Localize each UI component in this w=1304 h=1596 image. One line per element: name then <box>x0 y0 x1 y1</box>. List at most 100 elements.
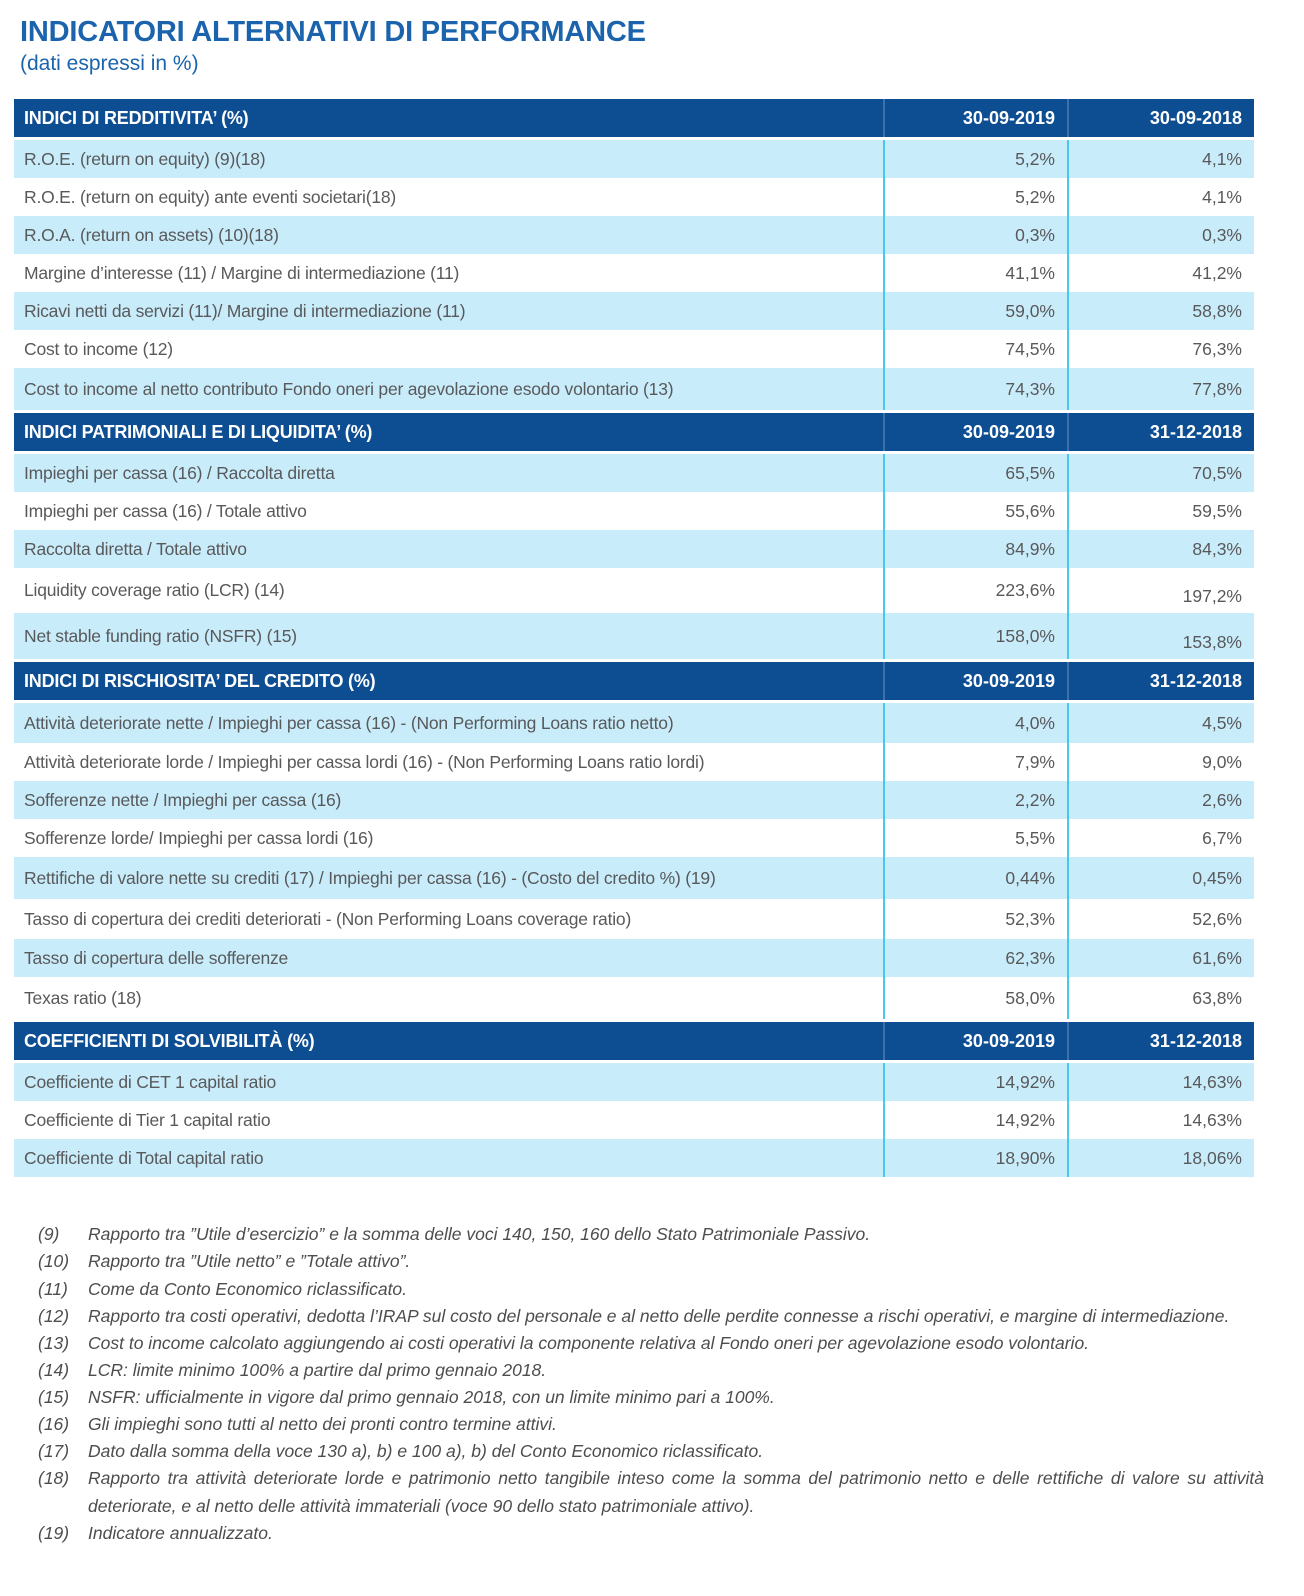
row-value-col1: 59,0% <box>883 292 1067 331</box>
row-label: Attività deteriorate nette / Impieghi pe… <box>24 712 674 733</box>
row-label: Cost to income (12) <box>24 338 173 359</box>
section-rows-patrimoniali-liquidita: Impieghi per cassa (16) / Raccolta diret… <box>14 454 1254 660</box>
footnote-number: (17) <box>38 1441 70 1462</box>
footnote: (19) Indicatore annualizzato. <box>38 1520 1264 1547</box>
row-label: Margine d’interesse (11) / Margine di in… <box>24 262 460 283</box>
row-label: Net stable funding ratio (NSFR) (15) <box>24 625 297 646</box>
row-value-col1: 41,1% <box>883 254 1067 293</box>
row-label: Liquidity coverage ratio (LCR) (14) <box>24 580 285 601</box>
footnote-number: (11) <box>38 1278 68 1299</box>
table-row: Rettifiche di valore nette su crediti (1… <box>14 857 1254 900</box>
footnote-text: Rapporto tra costi operativi, dedotta l’… <box>88 1305 1230 1326</box>
row-label: Sofferenze lorde/ Impieghi per cassa lor… <box>24 827 374 848</box>
row-value-col2: 0,45% <box>1067 857 1254 900</box>
row-value-col1: 5,2% <box>883 140 1067 179</box>
row-value-col1: 14,92% <box>883 1063 1067 1102</box>
column-header-date-1: 30-09-2019 <box>883 413 1067 452</box>
row-value-col2: 197,2% <box>1067 568 1254 614</box>
section-title: INDICI DI REDDITIVITA’ (%) <box>24 107 249 128</box>
footnote-text: Cost to income calcolato aggiungendo ai … <box>88 1332 1090 1353</box>
footnote-number: (19) <box>38 1522 70 1543</box>
row-value-col1: 84,9% <box>883 530 1067 569</box>
column-header-date-2: 31-12-2018 <box>1067 413 1254 452</box>
row-value-col2: 59,5% <box>1067 492 1254 531</box>
row-value-col1: 74,5% <box>883 330 1067 369</box>
footnote-number: (16) <box>38 1414 70 1435</box>
table-row: Coefficiente di Tier 1 capital ratio 14,9… <box>14 1101 1254 1140</box>
footnote: (13) Cost to income calcolato aggiungendo… <box>38 1330 1264 1357</box>
table-row: Cost to income al netto contributo Fondo… <box>14 368 1254 411</box>
row-value-col2: 4,5% <box>1067 703 1254 744</box>
row-label: Texas ratio (18) <box>24 987 142 1008</box>
row-label: Tasso di copertura dei crediti deteriora… <box>24 908 632 929</box>
row-label: Coefficiente di Total capital ratio <box>24 1147 264 1168</box>
row-value-col2: 4,1% <box>1067 178 1254 217</box>
footnote-text: Dato dalla somma della voce 130 a), b) e… <box>88 1441 764 1462</box>
footnote-text: Rapporto tra ”Utile netto” e ”Totale att… <box>88 1251 411 1272</box>
footnote-number: (12) <box>38 1305 70 1326</box>
table-row: Liquidity coverage ratio (LCR) (14) 223,6… <box>14 568 1254 614</box>
row-label: Sofferenze nette / Impieghi per cassa (1… <box>24 789 342 810</box>
footnote-text: Gli impieghi sono tutti al netto dei pro… <box>88 1414 557 1435</box>
footnote-number: (13) <box>38 1332 70 1353</box>
section-header-patrimoniali-liquidita: INDICI PATRIMONIALI E DI LIQUIDITA’ (%) … <box>14 413 1254 452</box>
table-row: Texas ratio (18) 58,0% 63,8% <box>14 977 1254 1020</box>
footnote: (16) Gli impieghi sono tutti al netto dei… <box>38 1411 1264 1438</box>
section-header-coefficienti-solvibilita: COEFFICIENTI DI SOLVIBILITÀ (%) 30-09-20… <box>14 1022 1254 1061</box>
row-value-col2: 52,6% <box>1067 899 1254 940</box>
footnote: (10) Rapporto tra ”Utile netto” e ”Totale… <box>38 1248 1264 1275</box>
table-row: Ricavi netti da servizi (11)/ Margine di… <box>14 292 1254 331</box>
footnote: (12) Rapporto tra costi operativi, dedott… <box>38 1303 1264 1330</box>
section-header-rischiosita-credito: INDICI DI RISCHIOSITA’ DEL CREDITO (%) 3… <box>14 662 1254 701</box>
document-header: INDICATORI ALTERNATIVI DI PERFORMANCE (d… <box>20 16 1304 76</box>
section-title: INDICI DI RISCHIOSITA’ DEL CREDITO (%) <box>24 670 376 691</box>
row-label: R.O.E. (return on equity) (9)(18) <box>24 148 266 169</box>
footnote-number: (15) <box>38 1387 70 1408</box>
row-value-col2: 9,0% <box>1067 743 1254 782</box>
row-label: Attività deteriorate lorde / Impieghi pe… <box>24 751 705 772</box>
table-row: R.O.E. (return on equity) (9)(18) 5,2% 4,1… <box>14 140 1254 179</box>
column-header-date-1: 30-09-2019 <box>883 662 1067 701</box>
table-row: Raccolta diretta / Totale attivo 84,9% 84,… <box>14 530 1254 569</box>
row-label: R.O.A. (return on assets) (10)(18) <box>24 224 279 245</box>
section-title: INDICI PATRIMONIALI E DI LIQUIDITA’ (%) <box>24 421 373 442</box>
table-row: Tasso di copertura delle sofferenze 62,3%… <box>14 939 1254 978</box>
row-value-col2: 84,3% <box>1067 530 1254 569</box>
section-header-redditivita: INDICI DI REDDITIVITA’ (%) 30-09-2019 30… <box>14 99 1254 138</box>
row-label: Ricavi netti da servizi (11)/ Margine di… <box>24 300 466 321</box>
table-row: Impieghi per cassa (16) / Raccolta diret… <box>14 454 1254 493</box>
row-label: R.O.E. (return on equity) ante eventi so… <box>24 186 397 207</box>
table-row: Sofferenze nette / Impieghi per cassa (1… <box>14 781 1254 820</box>
table-row: Cost to income (12) 74,5% 76,3% <box>14 330 1254 369</box>
footnote-text: LCR: limite minimo 100% a partire dal pr… <box>88 1359 547 1380</box>
row-label: Raccolta diretta / Totale attivo <box>24 538 247 559</box>
page-title: INDICATORI ALTERNATIVI DI PERFORMANCE <box>20 16 646 48</box>
row-value-col2: 63,8% <box>1067 977 1254 1020</box>
table-row: R.O.E. (return on equity) ante eventi so… <box>14 178 1254 217</box>
row-value-col1: 62,3% <box>883 939 1067 978</box>
footnote: (15) NSFR: ufficialmente in vigore dal pr… <box>38 1384 1264 1411</box>
table-row: Attività deteriorate lorde / Impieghi pe… <box>14 743 1254 782</box>
row-value-col2: 153,8% <box>1067 613 1254 660</box>
column-header-date-2: 31-12-2018 <box>1067 662 1254 701</box>
table-row: Net stable funding ratio (NSFR) (15) 158,… <box>14 613 1254 660</box>
row-value-col1: 14,92% <box>883 1101 1067 1140</box>
footnote-text: Indicatore annualizzato. <box>88 1522 273 1543</box>
footnote-text: NSFR: ufficialmente in vigore dal primo … <box>88 1387 775 1408</box>
row-label: Tasso di copertura delle sofferenze <box>24 947 289 968</box>
row-label: Rettifiche di valore nette su crediti (1… <box>24 867 716 888</box>
row-value-col1: 158,0% <box>883 613 1067 660</box>
row-value-col2: 14,63% <box>1067 1063 1254 1102</box>
row-value-col2: 70,5% <box>1067 454 1254 493</box>
row-label: Impieghi per cassa (16) / Totale attivo <box>24 500 307 521</box>
footnote-text: Rapporto tra attività deteriorate lorde … <box>88 1468 1264 1516</box>
table-row: Coefficiente di CET 1 capital ratio 14,92… <box>14 1063 1254 1102</box>
row-value-col2: 0,3% <box>1067 216 1254 255</box>
row-value-col1: 52,3% <box>883 899 1067 940</box>
footnote: (9) Rapporto tra ”Utile d’esercizio” e la… <box>38 1221 1264 1248</box>
row-label: Coefficiente di CET 1 capital ratio <box>24 1071 277 1092</box>
row-value-col2: 18,06% <box>1067 1139 1254 1178</box>
row-label: Cost to income al netto contributo Fondo… <box>24 378 674 399</box>
performance-indicators-table: INDICI DI REDDITIVITA’ (%) 30-09-2019 30… <box>14 99 1254 1178</box>
